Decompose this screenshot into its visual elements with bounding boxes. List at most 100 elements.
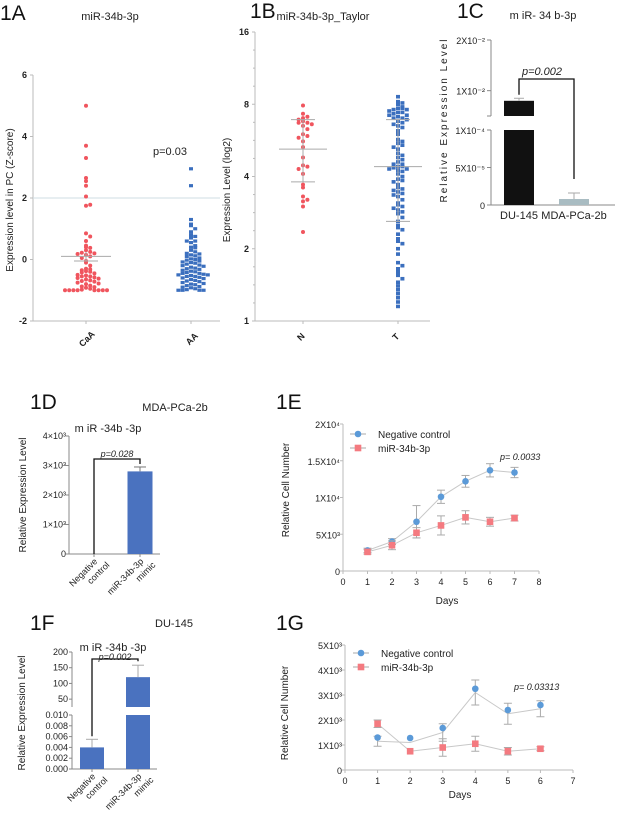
y-tick-label: 2 [244, 244, 249, 254]
data-point-aa [189, 167, 193, 171]
x-tick-label: T [390, 331, 401, 342]
data-point-caa [88, 278, 93, 283]
data-point-negative-control [511, 469, 518, 476]
data-point-aa [180, 276, 185, 280]
x-tick-label: 7 [570, 776, 575, 786]
y-axis-label-1f: Relative Expression Level [17, 655, 28, 770]
data-point-aa [193, 244, 198, 248]
data-point-t [391, 165, 396, 170]
data-point-aa [193, 287, 198, 291]
data-point-aa [180, 280, 185, 285]
data-point-aa [193, 257, 198, 262]
data-point-caa [88, 263, 93, 268]
chart-title-1a: miR-34b-3p [81, 11, 138, 23]
panel-label-1e: 1E [276, 391, 302, 414]
bar-mimic-upper [126, 677, 150, 707]
data-point-aa [193, 261, 198, 265]
data-point-t [400, 241, 405, 246]
x-axis-label-1e: Days [436, 596, 459, 607]
data-point-caa [84, 277, 88, 282]
data-point-caa [105, 288, 109, 293]
data-point-n [301, 194, 305, 199]
data-point-caa [100, 288, 105, 293]
data-point-aa [201, 276, 206, 281]
data-point-caa [79, 274, 84, 279]
data-point-t [400, 153, 405, 158]
y-tick-label: 2X10⁻² [456, 36, 485, 46]
data-point-aa [189, 230, 193, 234]
data-point-caa [84, 282, 88, 287]
data-point-t [396, 273, 400, 278]
data-point-aa [197, 267, 202, 271]
data-point-negative-control [504, 706, 512, 714]
data-point-n [301, 199, 305, 204]
annotation-1g: p= 0.03313 [513, 682, 559, 692]
x-tick-label: 1 [365, 577, 370, 587]
data-point-aa [184, 267, 189, 271]
data-point-caa [79, 250, 84, 255]
data-point-n [301, 204, 305, 209]
data-point-caa [84, 103, 88, 108]
data-point-n [296, 120, 301, 125]
data-point-caa [88, 274, 93, 279]
data-point-aa [189, 286, 193, 290]
data-point-aa [189, 248, 193, 252]
data-point-caa [79, 279, 84, 284]
y-tick-label: 2 [22, 193, 27, 203]
panel-1b: 1B miR-34b-3p_Taylor Expression Level (l… [222, 0, 430, 343]
data-point-aa [184, 284, 189, 288]
data-point-t [400, 139, 405, 144]
y-tick-label: 4X10³ [318, 666, 342, 676]
data-point-t [396, 280, 400, 285]
data-point-aa [189, 282, 193, 286]
series-line-1 [377, 723, 541, 752]
data-point-aa [180, 264, 185, 268]
y-tick-label: 3×10³ [43, 461, 66, 471]
data-point-aa [184, 251, 189, 255]
y-tick-label: 200 [53, 647, 68, 657]
data-point-caa [84, 239, 88, 244]
y-tick-label: -2 [19, 316, 27, 326]
data-point-t [404, 167, 409, 171]
data-point-mir-34b-3p [462, 514, 469, 521]
data-point-aa [189, 236, 193, 240]
data-point-aa [189, 233, 193, 237]
data-point-mir-34b-3p [511, 514, 518, 522]
bar-mda-pca-2b [559, 199, 589, 205]
data-point-t [396, 291, 400, 296]
data-point-caa [75, 280, 80, 285]
data-point-mir-34b-3p [437, 522, 445, 529]
data-point-caa [92, 288, 97, 293]
data-point-t [396, 237, 400, 241]
y-tick-label: 4 [244, 172, 249, 182]
data-point-caa [84, 273, 88, 278]
legend-marker [357, 663, 365, 671]
data-point-negative-control [406, 734, 414, 742]
y-axis-label-1b: Expression Level (log2) [222, 138, 233, 243]
data-point-aa [193, 254, 198, 258]
data-point-t [391, 180, 396, 184]
data-point-t [396, 295, 400, 300]
data-point-t [396, 252, 400, 256]
data-point-n [301, 182, 305, 187]
data-point-caa [75, 251, 80, 256]
data-point-aa [180, 288, 185, 292]
data-point-caa [71, 288, 76, 293]
data-point-caa [96, 288, 101, 293]
data-point-aa [189, 269, 193, 273]
data-point-aa [193, 246, 198, 250]
legend-label: miR-34b-3p [381, 663, 434, 674]
chart-title-1b: miR-34b-3p_Taylor [277, 11, 370, 23]
data-point-t [400, 169, 405, 174]
data-point-aa [193, 278, 198, 283]
data-point-caa [84, 194, 88, 199]
data-point-caa [92, 285, 97, 290]
x-tick-label: MDA-PCa-2b [541, 210, 606, 222]
data-point-t [387, 109, 392, 113]
data-point-t [400, 263, 405, 268]
panel-label-1b: 1B [250, 0, 276, 23]
x-tick-label: 0 [340, 577, 345, 587]
data-point-t [396, 287, 400, 292]
panel-label-1f: 1F [30, 612, 55, 635]
data-point-t [400, 162, 405, 167]
